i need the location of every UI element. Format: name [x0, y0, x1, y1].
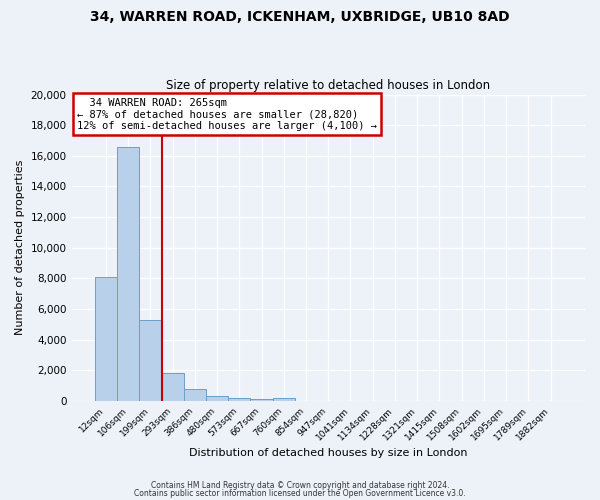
X-axis label: Distribution of detached houses by size in London: Distribution of detached houses by size …: [189, 448, 467, 458]
Text: Contains public sector information licensed under the Open Government Licence v3: Contains public sector information licen…: [134, 488, 466, 498]
Title: Size of property relative to detached houses in London: Size of property relative to detached ho…: [166, 79, 490, 92]
Bar: [161, 372, 184, 401]
Bar: [184, 390, 206, 401]
Text: 34 WARREN ROAD: 265sqm  
← 87% of detached houses are smaller (28,820)
12% of se: 34 WARREN ROAD: 265sqm ← 87% of detached…: [77, 98, 377, 131]
Bar: [139, 320, 161, 401]
Bar: [95, 277, 117, 401]
Text: Contains HM Land Registry data © Crown copyright and database right 2024.: Contains HM Land Registry data © Crown c…: [151, 481, 449, 490]
Bar: [273, 398, 295, 401]
Bar: [228, 398, 250, 401]
Bar: [250, 398, 273, 401]
Y-axis label: Number of detached properties: Number of detached properties: [15, 160, 25, 336]
Text: 34, WARREN ROAD, ICKENHAM, UXBRIDGE, UB10 8AD: 34, WARREN ROAD, ICKENHAM, UXBRIDGE, UB1…: [90, 10, 510, 24]
Bar: [206, 396, 228, 401]
Bar: [117, 146, 139, 401]
